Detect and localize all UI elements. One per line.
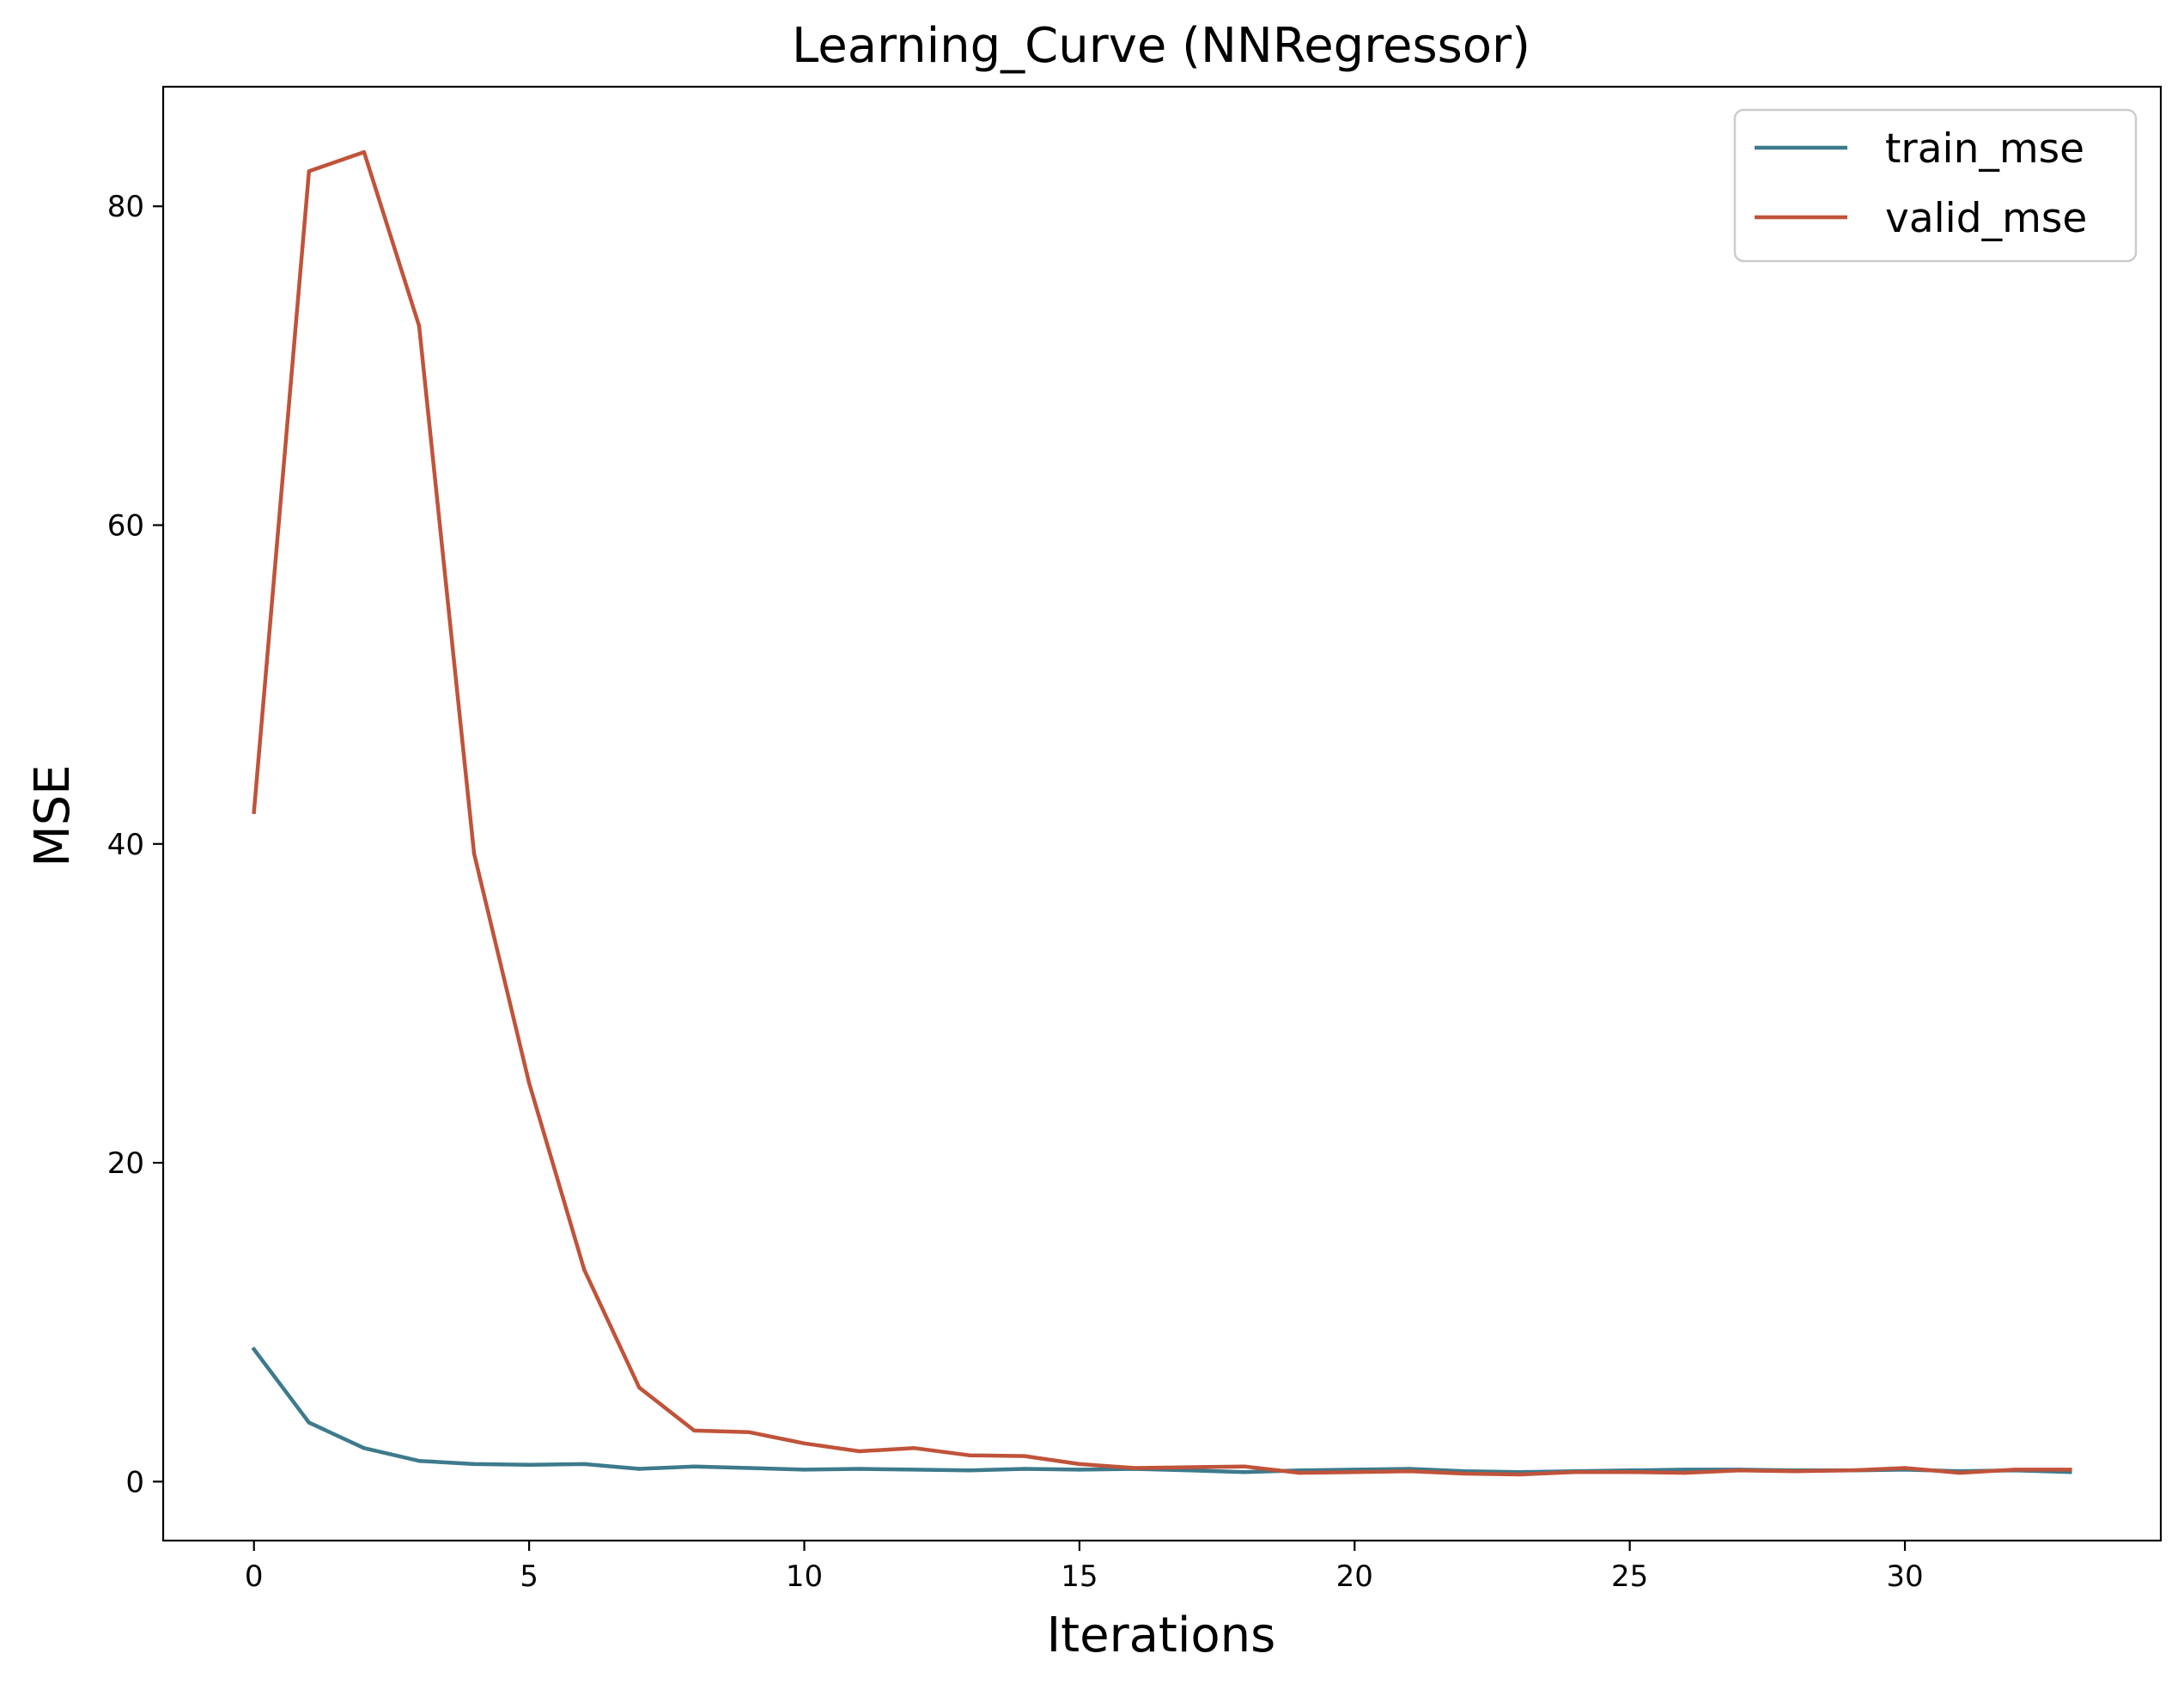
x-axis-label: Iterations xyxy=(1047,1608,1276,1663)
data-point-train-mse xyxy=(692,1464,697,1468)
data-point-valid-mse xyxy=(1792,1469,1798,1474)
data-point-valid-mse xyxy=(912,1446,916,1450)
y-axis-label: MSE xyxy=(25,764,81,866)
data-point-valid-mse xyxy=(1242,1464,1247,1468)
data-point-train-mse xyxy=(1187,1468,1192,1473)
data-point-valid-mse xyxy=(307,169,311,173)
y-tick-label: 60 xyxy=(107,508,144,543)
data-point-valid-mse xyxy=(1737,1468,1743,1473)
plot-area xyxy=(251,149,2072,1477)
y-tick-label: 0 xyxy=(125,1465,144,1499)
data-point-train-mse xyxy=(967,1468,971,1473)
x-tick-label: 25 xyxy=(1611,1559,1648,1594)
x-tick-label: 10 xyxy=(786,1559,823,1594)
data-point-valid-mse xyxy=(1518,1472,1522,1477)
data-point-valid-mse xyxy=(252,810,256,814)
y-tick-label: 20 xyxy=(107,1146,144,1181)
data-point-train-mse xyxy=(637,1467,642,1471)
data-point-valid-mse xyxy=(1408,1469,1412,1474)
data-point-train-mse xyxy=(1077,1468,1082,1472)
data-point-valid-mse xyxy=(1187,1465,1192,1469)
data-point-valid-mse xyxy=(1298,1470,1302,1475)
data-point-valid-mse xyxy=(967,1453,971,1457)
data-point-valid-mse xyxy=(582,1268,587,1272)
data-point-train-mse xyxy=(1242,1470,1247,1474)
y-tick-label: 40 xyxy=(107,828,144,862)
data-point-valid-mse xyxy=(637,1385,642,1390)
legend: train_mse valid_mse xyxy=(1733,108,2138,263)
x-tick-label: 0 xyxy=(245,1559,264,1594)
data-point-train-mse xyxy=(362,1446,367,1450)
x-tick-label: 15 xyxy=(1061,1559,1098,1594)
data-point-train-mse xyxy=(526,1462,532,1468)
data-point-valid-mse xyxy=(526,1081,532,1085)
data-point-valid-mse xyxy=(1463,1471,1467,1476)
data-point-train-mse xyxy=(471,1462,477,1467)
data-point-valid-mse xyxy=(802,1441,806,1446)
data-point-valid-mse xyxy=(471,851,477,856)
chart-title: Learning_Curve (NNRegressor) xyxy=(792,18,1530,74)
data-point-valid-mse xyxy=(1077,1462,1082,1467)
data-point-train-mse xyxy=(802,1468,806,1472)
data-point-train-mse xyxy=(747,1466,751,1470)
x-ticks: 0 5 10 15 20 25 30 xyxy=(245,1541,1924,1594)
data-point-valid-mse xyxy=(1682,1470,1687,1475)
data-point-valid-mse xyxy=(1022,1454,1027,1458)
x-tick-label: 20 xyxy=(1336,1559,1373,1594)
data-point-valid-mse xyxy=(417,324,422,328)
data-point-valid-mse xyxy=(1353,1470,1357,1474)
legend-label-train-mse: train_mse xyxy=(1885,125,2084,173)
data-point-valid-mse xyxy=(1847,1468,1852,1473)
x-tick-label: 30 xyxy=(1886,1559,1923,1594)
data-point-valid-mse xyxy=(1573,1470,1577,1474)
data-point-train-mse xyxy=(912,1468,916,1472)
data-point-valid-mse xyxy=(1627,1470,1632,1474)
series-line-valid-mse xyxy=(252,149,2072,1477)
data-point-train-mse xyxy=(857,1467,861,1471)
data-point-train-mse xyxy=(252,1347,256,1352)
data-point-train-mse xyxy=(417,1459,422,1463)
data-point-train-mse xyxy=(307,1420,311,1425)
y-ticks: 0 20 40 60 80 xyxy=(107,190,163,1499)
data-point-valid-mse xyxy=(692,1428,697,1433)
data-point-train-mse xyxy=(582,1462,587,1467)
data-point-train-mse xyxy=(1682,1468,1687,1472)
data-point-valid-mse xyxy=(857,1449,861,1454)
data-point-valid-mse xyxy=(362,149,367,155)
x-tick-label: 5 xyxy=(520,1559,538,1594)
data-point-valid-mse xyxy=(1902,1466,1907,1470)
legend-label-valid-mse: valid_mse xyxy=(1885,195,2087,242)
data-point-valid-mse xyxy=(1957,1470,1962,1475)
data-point-valid-mse xyxy=(1132,1466,1137,1470)
data-point-valid-mse xyxy=(2068,1468,2072,1472)
data-point-train-mse xyxy=(1022,1467,1027,1471)
data-point-valid-mse xyxy=(747,1430,751,1435)
data-point-valid-mse xyxy=(2013,1468,2017,1472)
y-tick-label: 80 xyxy=(107,190,144,224)
axes-frame xyxy=(161,85,2163,1542)
